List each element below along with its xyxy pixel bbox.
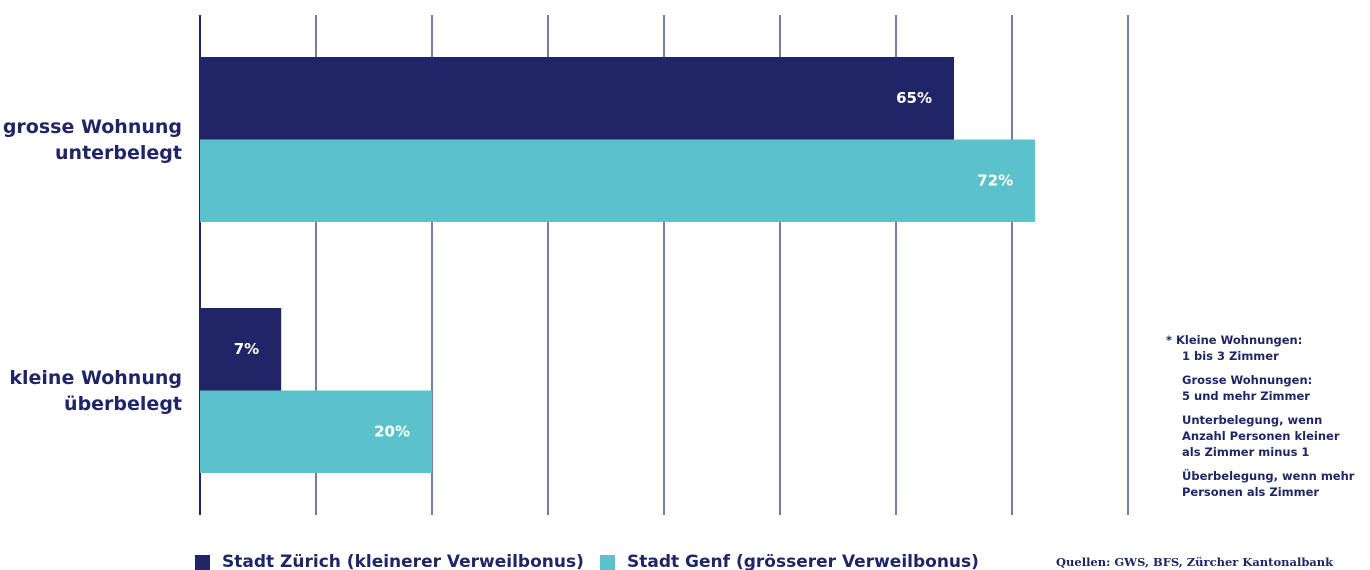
note: Unterbelegung, wenn Anzahl Personen klei… <box>1182 413 1340 459</box>
legend-label: Stadt Zürich (kleinerer Verweilbonus) <box>222 552 584 570</box>
note: Überbelegung, wenn mehr Personen als Zim… <box>1182 469 1355 499</box>
legend-label: Stadt Genf (grösserer Verweilbonus) <box>627 552 979 570</box>
category-label: grosse Wohnung unterbelegt <box>2 115 182 164</box>
source: Quellen: GWS, BFS, Zürcher Kantonalbank <box>1056 555 1334 569</box>
legend-swatch <box>600 554 615 570</box>
bar <box>200 308 282 391</box>
notes: * Kleine Wohnungen: 1 bis 3 Zimmer Grosse… <box>1166 332 1366 508</box>
bar <box>200 57 954 140</box>
value-label: 7% <box>234 340 259 358</box>
value-label: 65% <box>896 89 932 107</box>
legend-swatch <box>195 554 210 570</box>
bar <box>200 390 432 473</box>
legend-item: Stadt Genf (grösserer Verweilbonus) <box>600 552 979 570</box>
bar <box>200 139 1036 222</box>
legend-item: Stadt Zürich (kleinerer Verweilbonus) <box>195 552 584 570</box>
value-label: 72% <box>977 171 1013 189</box>
note: Grosse Wohnungen: 5 und mehr Zimmer <box>1182 373 1313 403</box>
value-label: 20% <box>374 422 410 440</box>
note: * Kleine Wohnungen: 1 bis 3 Zimmer <box>1166 333 1303 363</box>
category-label: kleine Wohnung überbelegt <box>9 366 182 415</box>
